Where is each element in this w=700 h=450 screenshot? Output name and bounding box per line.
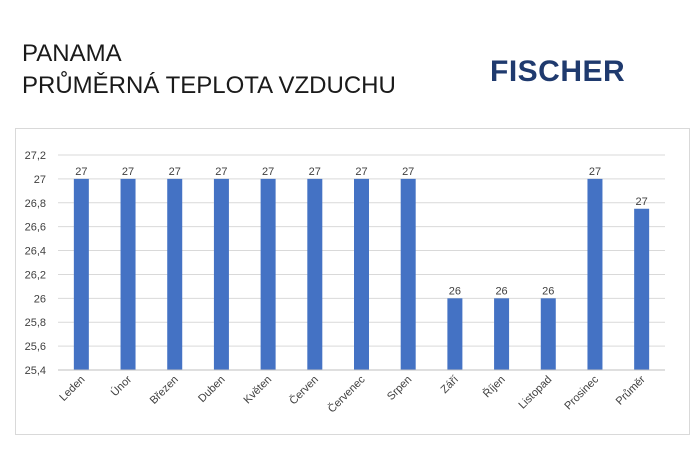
bar [400,178,416,370]
data-label: 27 [75,166,87,178]
data-label: 27 [636,196,648,208]
data-labels: 27 27 27 27 27 27 27 27 26 26 26 27 27 [75,166,648,297]
x-tick-label: Květen [242,374,275,407]
y-tick-label: 27 [34,174,46,186]
bar [494,298,510,370]
x-tick-label: Září [439,374,461,396]
data-label: 27 [309,166,321,178]
bar [260,178,276,370]
bar [354,178,369,370]
bar [540,298,556,370]
data-label: 27 [589,166,601,178]
chart-frame [15,128,690,435]
data-label: 27 [122,166,134,178]
y-tick-label: 27,2 [25,150,46,162]
x-tick-label: Prosinec [562,373,601,412]
x-tick-label: Červenec [325,373,368,416]
data-label: 26 [542,285,554,297]
bar [120,178,136,370]
x-tick-label: Leden [57,374,87,404]
x-tick-label: Říjen [480,373,507,400]
data-label: 26 [495,285,507,297]
x-tick-label: Listopad [516,374,554,412]
y-tick-label: 26,8 [25,198,46,210]
x-axis-ticks: Leden Únor Březen Duben Květen Červen Červenec… [57,373,648,416]
title-line-1: PANAMA [22,40,122,67]
x-tick-label: Únor [108,373,134,399]
chart-title: PANAMA PRŮMĚRNÁ TEPLOTA VZDUCHU [22,38,396,102]
x-tick-label: Srpen [385,374,414,403]
bar [213,178,229,370]
bar [307,178,323,370]
bar [73,178,89,370]
data-label: 27 [215,166,227,178]
data-label: 27 [169,166,181,178]
fischer-logo: FISCHER [490,55,626,88]
y-tick-label: 26,2 [25,269,46,281]
bar [447,298,463,370]
x-tick-label: Březen [148,374,181,407]
x-tick-label: Duben [196,374,227,405]
title-line-2: PRŮMĚRNÁ TEPLOTA VZDUCHU [22,72,396,99]
bars [73,178,650,370]
bar [634,208,650,370]
y-tick-label: 25,8 [25,317,46,329]
y-axis-ticks: 25,4 25,6 25,8 26 26,2 26,4 26,6 26,8 27 27,2 [25,150,46,377]
data-label: 26 [449,285,461,297]
x-tick-label: Průměr [614,373,648,407]
y-tick-label: 26 [34,293,46,305]
bar [587,178,603,370]
y-tick-label: 25,6 [25,341,46,353]
y-tick-label: 26,4 [25,246,46,258]
bar [167,178,183,370]
data-label: 27 [355,166,367,178]
y-tick-label: 26,6 [25,222,46,234]
y-tick-label: 25,4 [25,365,46,377]
data-label: 27 [402,166,414,178]
x-tick-label: Červen [287,373,321,407]
data-label: 27 [262,166,274,178]
